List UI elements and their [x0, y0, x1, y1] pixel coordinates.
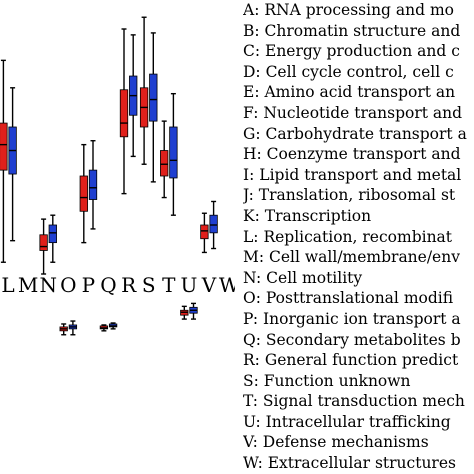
box-body — [169, 126, 178, 179]
box-body — [209, 214, 218, 234]
box-u-series-2 — [189, 302, 198, 320]
legend-entry: K: Transcription — [243, 206, 372, 225]
box-body — [160, 150, 169, 177]
box-body — [48, 224, 57, 244]
box-body — [39, 234, 48, 251]
x-tick-p: P — [82, 273, 95, 297]
legend-entry: G: Carbohydrate transport a — [243, 124, 467, 143]
legend-entry: L: Replication, recombinat — [243, 227, 453, 246]
box-body — [79, 175, 88, 212]
x-axis-tick-labels: LMNOPQRSTUVWZ — [1, 273, 235, 297]
x-tick-s: S — [142, 273, 156, 297]
x-tick-o: O — [60, 273, 76, 297]
box-l-series-2 — [8, 87, 17, 242]
x-tick-r: R — [121, 273, 137, 297]
x-tick-l: L — [1, 273, 14, 297]
legend-entry: O: Posttranslational modifi — [243, 289, 454, 308]
legend-entry: B: Chromatin structure and — [243, 21, 461, 40]
box-body — [149, 73, 158, 122]
box-t-series-2 — [169, 92, 178, 216]
box-o-series-2 — [68, 320, 78, 336]
legend-entry: E: Amino acid transport an — [243, 83, 456, 102]
box-v-series-1 — [200, 212, 209, 254]
legend-entry: V: Defense mechanisms — [243, 433, 429, 452]
category-legend: A: RNA processing and mo B: Chromatin str… — [243, 0, 474, 474]
box-body — [119, 89, 129, 138]
box-t-series-1 — [160, 120, 169, 199]
x-tick-m: M — [18, 273, 38, 297]
box-q-series-1 — [99, 324, 109, 332]
box-body — [88, 169, 98, 200]
x-tick-v: V — [201, 273, 217, 297]
box-p-series-1 — [79, 143, 88, 244]
legend-entry: S: Function unknown — [243, 371, 411, 390]
x-tick-w: W — [219, 273, 235, 297]
box-n-series-2 — [48, 214, 57, 263]
legend-entry: A: RNA processing and mo — [243, 1, 455, 19]
x-tick-t: T — [162, 273, 176, 297]
legend-entry: M: Cell wall/membrane/env — [243, 248, 460, 267]
box-p-series-2 — [88, 140, 98, 230]
box-s-series-1 — [139, 16, 149, 165]
box-n-series-1 — [39, 218, 48, 275]
legend-entry: N: Cell motility — [243, 268, 363, 287]
legend-entry: D: Cell cycle control, cell c — [243, 62, 454, 81]
box-body — [0, 122, 8, 171]
legend-entry: C: Energy production and c — [243, 42, 460, 61]
box-l-series-1 — [0, 59, 8, 263]
legend-entry: P: Inorganic ion transport a — [243, 309, 461, 328]
legend-entry: H: Coenzyme transport and — [243, 145, 461, 164]
x-tick-q: Q — [100, 273, 116, 297]
box-o-series-1 — [59, 323, 68, 336]
box-v-series-2 — [209, 200, 218, 250]
legend-entry: T: Signal transduction mech — [243, 392, 465, 411]
legend-entry: I: Lipid transport and metal — [243, 165, 462, 184]
box-r-series-2 — [129, 34, 138, 158]
x-tick-n: N — [39, 273, 57, 297]
boxplot-boxes — [0, 16, 218, 336]
legend-entry: Q: Secondary metabolites b — [243, 330, 461, 349]
legend-entry: F: Nucleotide transport and — [243, 103, 463, 122]
legend-entry: U: Intracellular trafficking — [243, 412, 451, 431]
legend-entry: J: Translation, ribosomal st — [243, 186, 456, 205]
box-s-series-2 — [149, 32, 158, 183]
box-u-series-1 — [180, 305, 189, 320]
legend-entry: R: General function predict — [243, 351, 459, 370]
boxplot-chart: LMNOPQRSTUVWZ — [0, 16, 235, 336]
box-q-series-2 — [108, 322, 118, 330]
box-r-series-1 — [119, 28, 129, 195]
legend-entry: W: Extracellular structures — [243, 454, 456, 473]
box-body — [200, 224, 209, 240]
x-tick-u: U — [180, 273, 197, 297]
